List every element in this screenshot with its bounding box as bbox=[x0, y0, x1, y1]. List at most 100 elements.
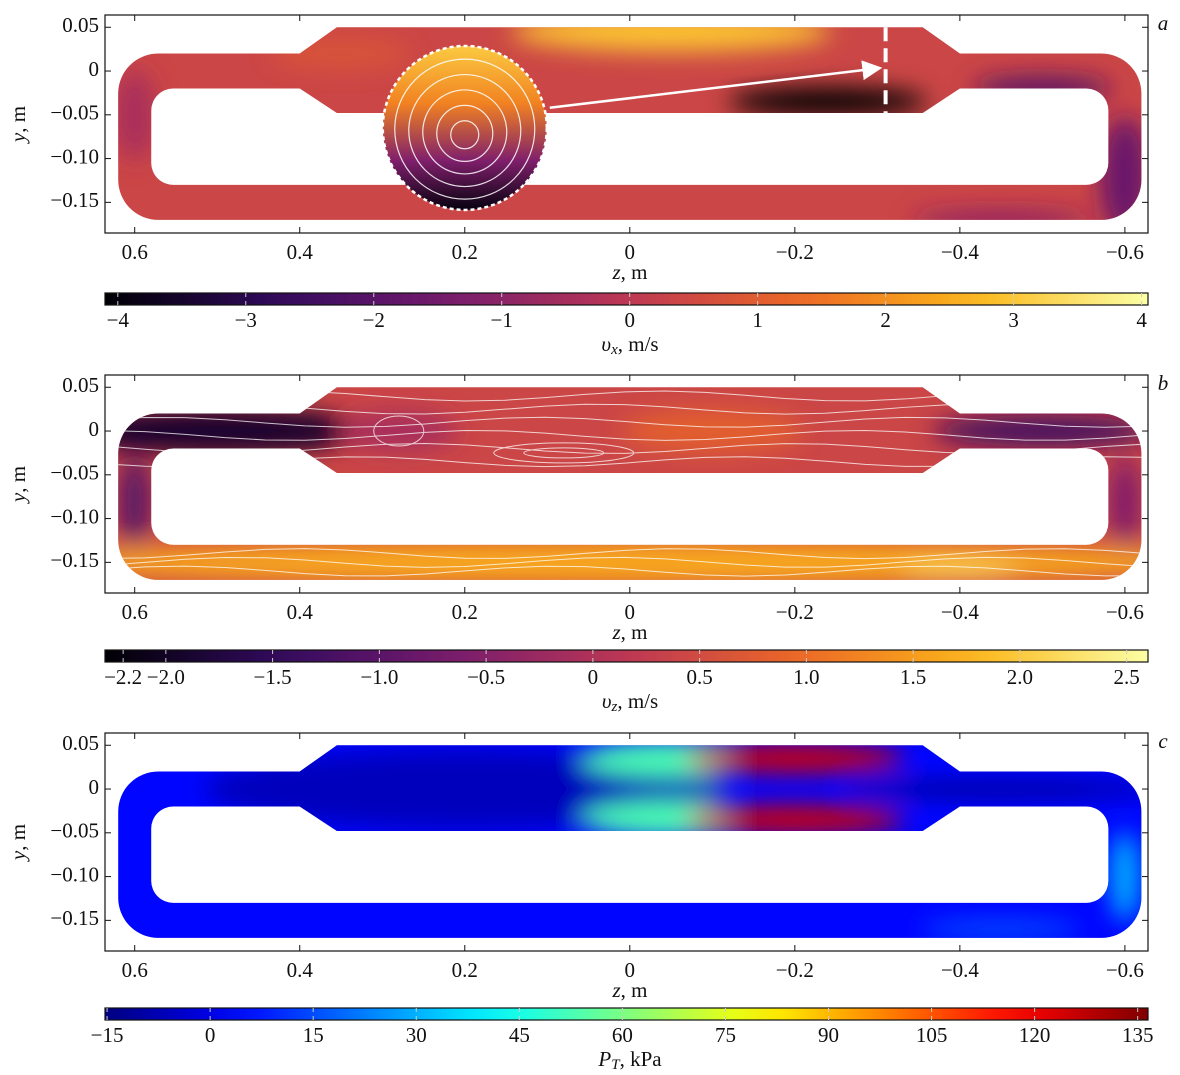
x-tick-label: −0.6 bbox=[1106, 240, 1144, 264]
colorbar-tick-label: 105 bbox=[916, 1023, 948, 1047]
x-tick-label: 0.2 bbox=[452, 600, 478, 624]
colorbar-tick-label: 3 bbox=[1008, 308, 1019, 332]
vortex bbox=[523, 447, 605, 459]
colorbar-tick-label: 1.0 bbox=[793, 665, 819, 689]
colorbar-tick-label: 1 bbox=[752, 308, 763, 332]
x-tick-label: 0 bbox=[625, 240, 636, 264]
field-blob bbox=[1108, 456, 1141, 547]
colorbar bbox=[104, 292, 1149, 306]
y-tick-label: 0 bbox=[89, 417, 100, 441]
colorbar-label: PT, kPa bbox=[597, 1047, 662, 1074]
x-tick-label: 0.4 bbox=[287, 240, 314, 264]
inset-streamline bbox=[450, 120, 480, 150]
colorbar-tick-label: 4 bbox=[1136, 308, 1147, 332]
y-tick-label: −0.10 bbox=[50, 504, 99, 528]
colorbar bbox=[104, 649, 1149, 663]
colorbar-subscript: z bbox=[610, 699, 617, 715]
colorbar-unit: , kPa bbox=[620, 1047, 663, 1071]
colorbar-unit: , m/s bbox=[617, 689, 658, 713]
colorbar-tick-label: −2 bbox=[363, 308, 385, 332]
colorbar-tick-label: 0 bbox=[205, 1023, 216, 1047]
inset-streamline bbox=[422, 89, 508, 175]
axes-frame bbox=[104, 14, 1149, 234]
field-blob bbox=[204, 749, 725, 830]
colorbar-tick-label: −0.5 bbox=[467, 665, 505, 689]
panel-label: a bbox=[1158, 11, 1169, 35]
colorbar-label: υz, m/s bbox=[602, 689, 658, 716]
colorbar-symbol: P bbox=[597, 1047, 611, 1071]
pointer-arrow bbox=[549, 60, 883, 110]
field-blob bbox=[972, 76, 1113, 101]
y-tick-label: −0.05 bbox=[50, 819, 99, 843]
y-tick-label: 0.05 bbox=[62, 373, 99, 397]
field-blob bbox=[1109, 831, 1140, 922]
field-blob bbox=[841, 779, 1142, 800]
inset-streamline bbox=[436, 104, 494, 162]
axes-frame bbox=[104, 374, 1149, 594]
y-tick-label: −0.05 bbox=[50, 101, 99, 125]
x-tick-label: −0.4 bbox=[941, 240, 980, 264]
colorbar-tick-label: 135 bbox=[1122, 1023, 1154, 1047]
x-tick-label: 0.4 bbox=[287, 600, 314, 624]
field-blob bbox=[932, 415, 1142, 448]
y-axis-label: y, m bbox=[6, 824, 30, 862]
x-tick-label: 0.6 bbox=[122, 600, 148, 624]
y-axis-unit: , m bbox=[6, 824, 30, 851]
x-tick-label: 0 bbox=[625, 600, 636, 624]
panel-label: c bbox=[1158, 729, 1168, 753]
streamline bbox=[118, 429, 1142, 441]
x-axis-label: z, m bbox=[611, 620, 647, 644]
x-tick-label: −0.6 bbox=[1106, 600, 1144, 624]
colorbar-symbol: υ bbox=[601, 332, 611, 356]
y-axis-label: y, m bbox=[6, 466, 30, 504]
field-blob bbox=[338, 411, 459, 452]
x-tick-label: −0.4 bbox=[941, 600, 980, 624]
y-tick-label: 0.05 bbox=[62, 731, 99, 755]
inset-streamline bbox=[408, 73, 522, 188]
y-tick-label: 0.05 bbox=[62, 13, 99, 37]
colorbar-tick-label: 15 bbox=[303, 1023, 324, 1047]
y-tick-label: −0.15 bbox=[50, 906, 99, 930]
streamline bbox=[118, 548, 1142, 560]
x-axis-label: z, m bbox=[611, 260, 647, 284]
panel: 0.6 0.4 0.2 0 −0.2 −0.4 −0.6 0.05 0 −0.05 −0.10 −0.… bbox=[6, 729, 1169, 1074]
vortex bbox=[493, 442, 635, 464]
field-blobs bbox=[118, 27, 1142, 220]
colorbar-tick-label: −1.5 bbox=[254, 665, 292, 689]
colorbar-subscript: x bbox=[610, 342, 618, 358]
colorbar-tick-label: 2.0 bbox=[1007, 665, 1033, 689]
streamline bbox=[118, 556, 1142, 568]
field bbox=[118, 745, 1142, 938]
field-blob bbox=[118, 456, 151, 547]
colorbar-tick-label: 30 bbox=[406, 1023, 427, 1047]
colorbar-tick-label: −1.0 bbox=[360, 665, 398, 689]
field bbox=[118, 387, 1142, 580]
field-blob bbox=[118, 69, 155, 160]
field-blob bbox=[270, 38, 411, 69]
field-blob bbox=[511, 27, 832, 52]
x-tick-label: 0 bbox=[625, 958, 636, 982]
colorbar-tick-label: 60 bbox=[612, 1023, 633, 1047]
colorbar-tick-label: 1.5 bbox=[900, 665, 926, 689]
x-tick-label: 0.2 bbox=[452, 240, 478, 264]
colorbar-tick-label: 90 bbox=[818, 1023, 839, 1047]
y-axis-unit: , m bbox=[6, 106, 30, 133]
colorbar-tick-label: −4 bbox=[107, 308, 130, 332]
inset-streamline bbox=[394, 58, 536, 200]
y-tick-label: −0.05 bbox=[50, 461, 99, 485]
colorbar-tick-label: 0 bbox=[588, 665, 599, 689]
colorbar-label: υx, m/s bbox=[601, 332, 658, 359]
colorbar-tick-label: 2 bbox=[880, 308, 891, 332]
vortex bbox=[373, 415, 425, 447]
inset-circle bbox=[381, 44, 549, 212]
field-blob bbox=[622, 409, 803, 454]
y-tick-label: −0.15 bbox=[50, 548, 99, 572]
colorbar-symbol: υ bbox=[602, 689, 612, 713]
x-axis-unit: , m bbox=[621, 260, 648, 284]
colorbar-unit: , m/s bbox=[618, 332, 659, 356]
streamline bbox=[118, 565, 1142, 577]
y-axis-symbol: y bbox=[6, 492, 30, 504]
x-tick-label: −0.6 bbox=[1106, 958, 1144, 982]
field-blob bbox=[684, 805, 905, 834]
